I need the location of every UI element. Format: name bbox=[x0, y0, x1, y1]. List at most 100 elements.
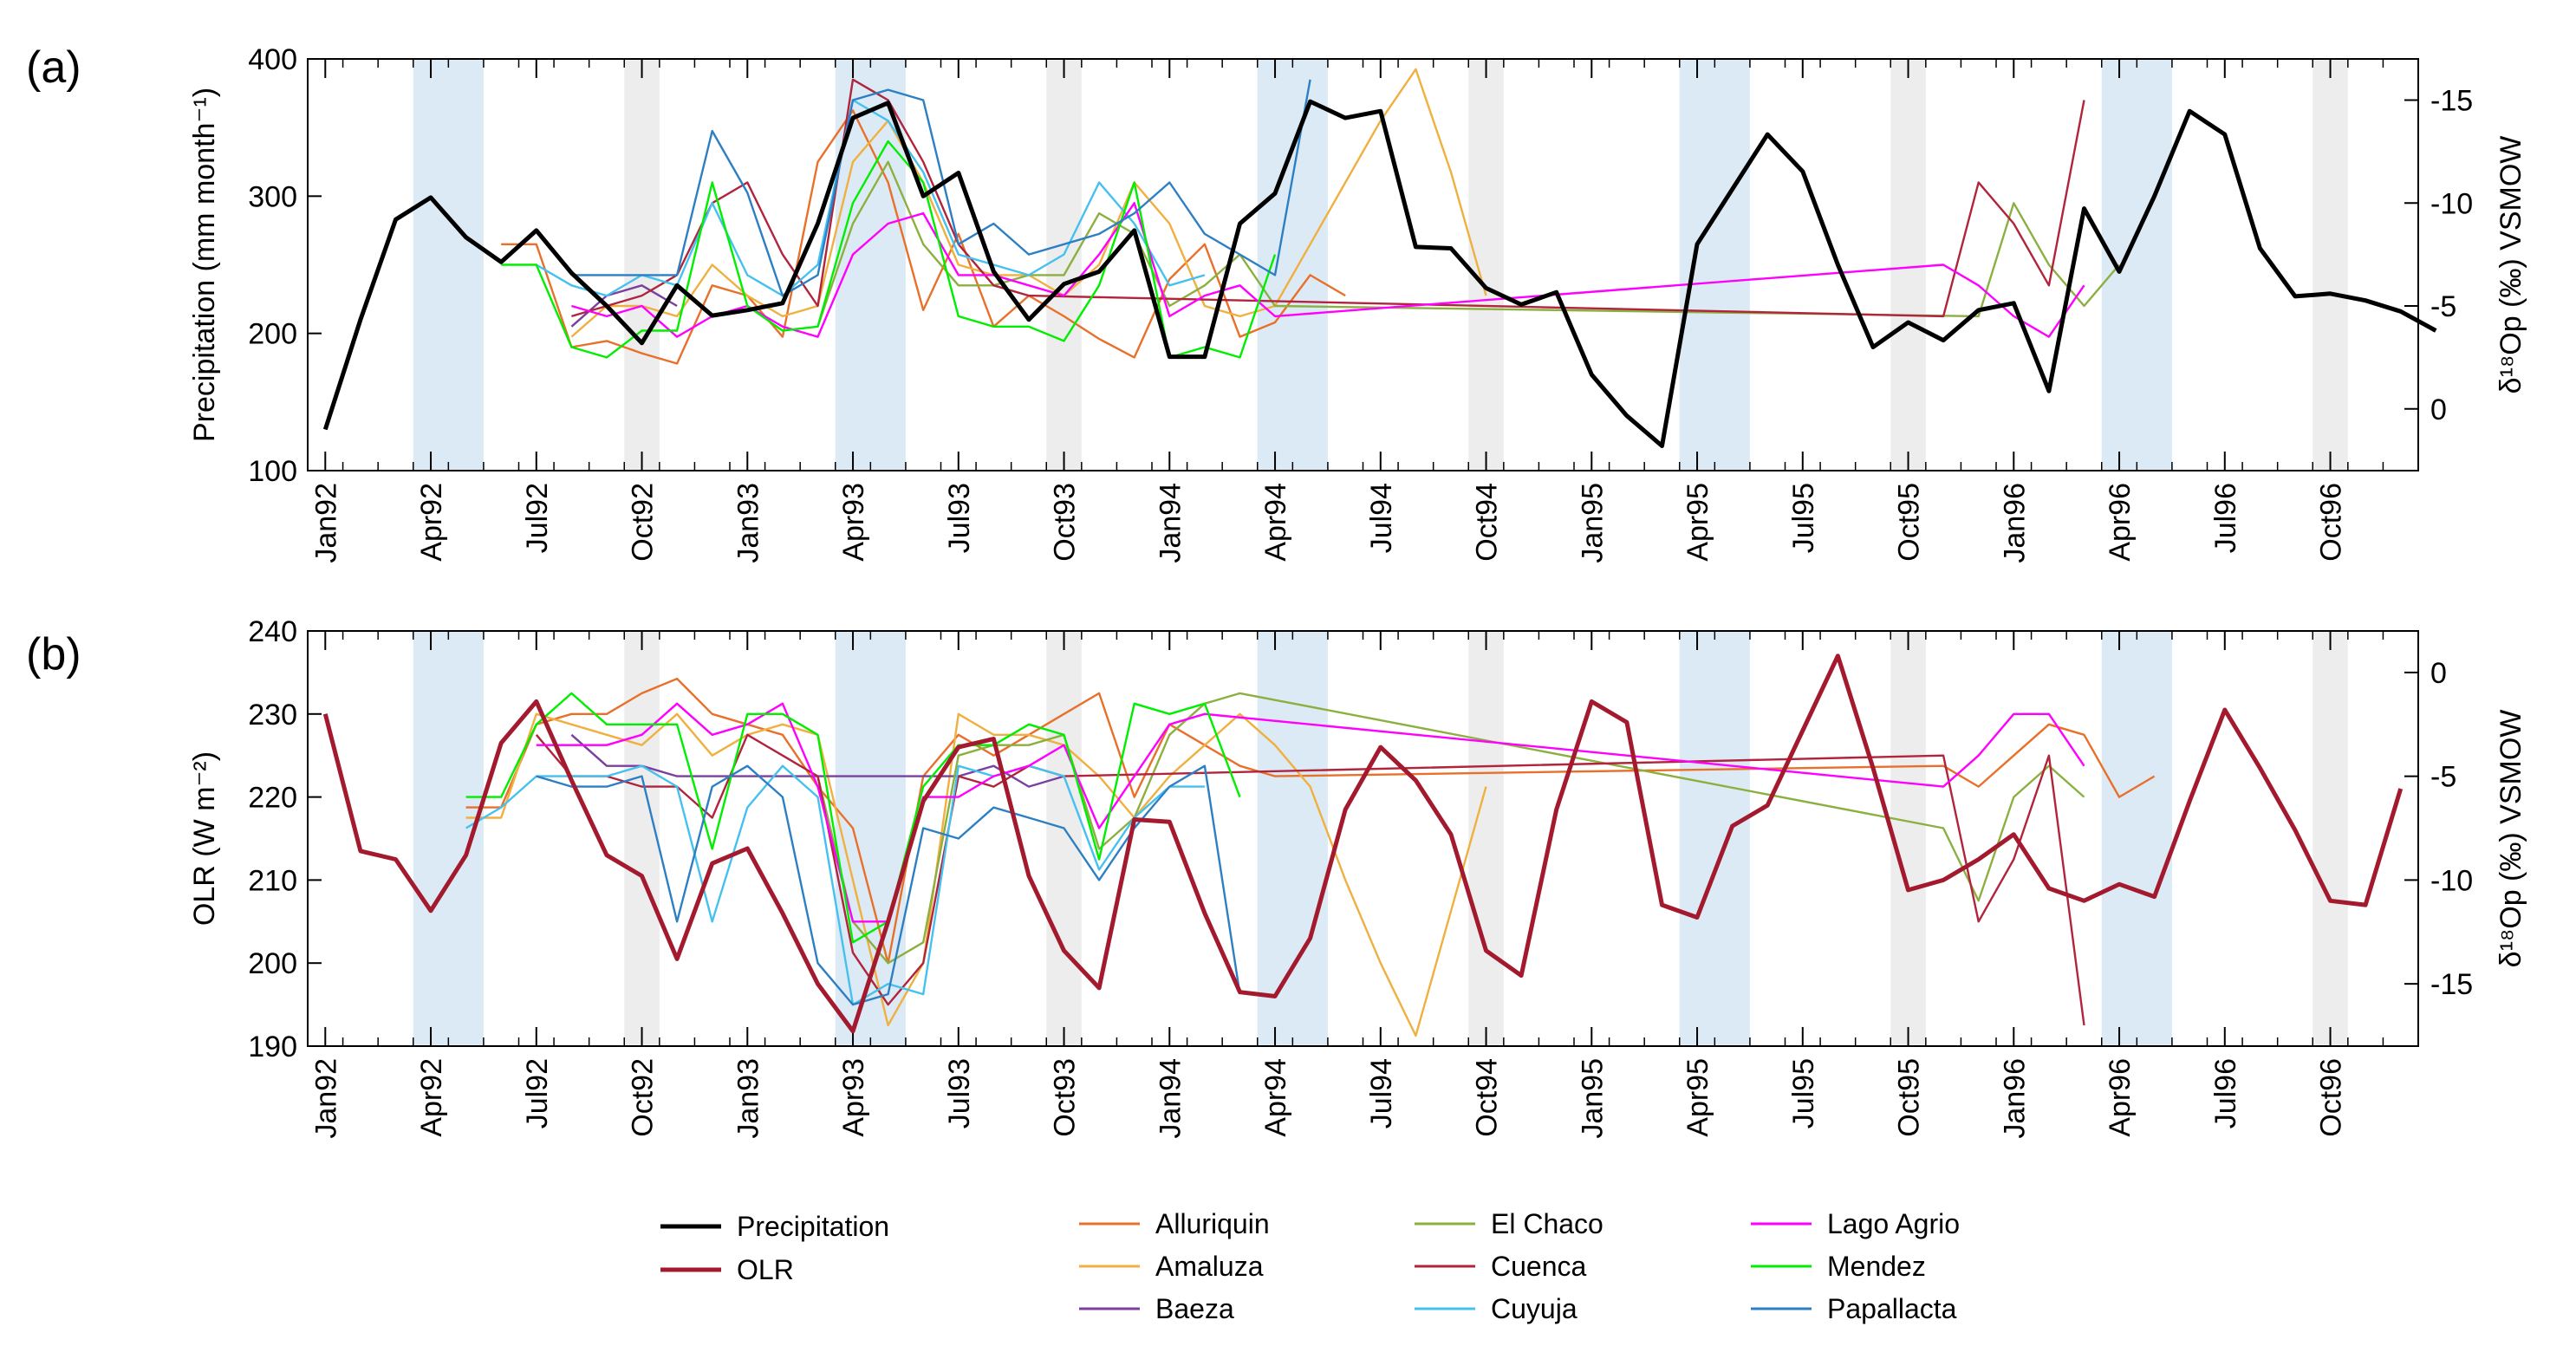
series-line-mendez bbox=[501, 140, 1277, 359]
x-tick-label: Oct96 bbox=[2315, 1058, 2348, 1137]
x-tick-label: Oct92 bbox=[627, 483, 660, 562]
y-left-axis-title: Precipitation (mm month⁻¹) bbox=[188, 88, 221, 442]
x-tick-label: Jul94 bbox=[1365, 1058, 1398, 1128]
panel-label: (a) bbox=[26, 42, 81, 93]
series-line-alluriquin bbox=[501, 109, 1346, 365]
y-left-axis-title: OLR (W m⁻²) bbox=[188, 751, 221, 926]
x-tick-label: Jul93 bbox=[943, 483, 976, 553]
dry-season-shading bbox=[1468, 631, 1504, 1046]
x-tick-label: Jul96 bbox=[2209, 483, 2242, 553]
legend-label: Lago Agrio bbox=[1827, 1208, 1960, 1239]
x-tick-label: Jan96 bbox=[1998, 483, 2031, 563]
x-tick-label: Apr93 bbox=[837, 483, 870, 562]
x-tick-label: Oct94 bbox=[1471, 483, 1504, 562]
x-tick-label: Apr94 bbox=[1259, 483, 1292, 562]
y-right-tick-label: -10 bbox=[2430, 187, 2473, 220]
x-tick-label: Oct94 bbox=[1471, 1058, 1504, 1137]
wet-season-shading bbox=[413, 59, 484, 471]
y-left-tick-label: 200 bbox=[248, 318, 297, 351]
x-tick-label: Apr92 bbox=[415, 483, 448, 562]
series-line-amaluza bbox=[465, 712, 1487, 1037]
y-right-tick-label: -15 bbox=[2430, 968, 2473, 1001]
legend-label: Papallacta bbox=[1827, 1293, 1957, 1324]
wet-season-shading bbox=[1257, 631, 1328, 1046]
legend-label: Alluriquin bbox=[1155, 1208, 1270, 1239]
panel-b: Jan92 Apr92 Jul92 Oct92 Jan93 Apr93 Jul93 Oct93… bbox=[26, 615, 2527, 1139]
legend-label: Mendez bbox=[1827, 1251, 1926, 1282]
y-left-tick-label: 100 bbox=[248, 455, 297, 488]
dry-season-shading bbox=[1046, 59, 1082, 471]
wet-season-shading bbox=[835, 631, 906, 1046]
x-tick-label: Jul96 bbox=[2209, 1058, 2242, 1128]
y-right-axis-title: δ¹⁸Op (‰) VSMOW bbox=[2495, 136, 2527, 394]
x-tick-label: Jul92 bbox=[521, 1058, 554, 1128]
y-left-tick-label: 230 bbox=[248, 699, 297, 732]
dry-season-shading bbox=[1890, 59, 1926, 471]
series-line-lago-agrio bbox=[536, 702, 2085, 923]
y-left-tick-label: 200 bbox=[248, 947, 297, 980]
dry-season-shading bbox=[2313, 631, 2348, 1046]
y-left-tick-label: 240 bbox=[248, 615, 297, 648]
x-tick-label: Apr93 bbox=[837, 1058, 870, 1137]
legend-label: Precipitation bbox=[737, 1211, 889, 1242]
dry-season-shading bbox=[624, 59, 660, 471]
x-tick-label: Apr95 bbox=[1682, 483, 1714, 562]
x-tick-label: Apr96 bbox=[2104, 483, 2137, 562]
x-tick-label: Oct95 bbox=[1893, 483, 1926, 562]
x-tick-label: Jan92 bbox=[309, 483, 342, 563]
series-line-alluriquin bbox=[465, 677, 2156, 965]
x-tick-label: Jan94 bbox=[1154, 483, 1187, 563]
x-tick-label: Jul93 bbox=[943, 1058, 976, 1128]
x-tick-label: Jan93 bbox=[732, 483, 764, 563]
series-line-papallacta bbox=[536, 764, 1241, 1006]
x-tick-label: Oct93 bbox=[1049, 483, 1082, 562]
x-tick-label: Oct96 bbox=[2315, 483, 2348, 562]
series-line-el-chaco bbox=[816, 692, 2085, 965]
series-line-mendez bbox=[465, 692, 1241, 944]
legend: Precipitation OLR Alluriquin Amaluza Baeza El… bbox=[660, 1208, 1960, 1324]
x-tick-label: Jan95 bbox=[1576, 483, 1609, 563]
x-tick-label: Jan92 bbox=[309, 1058, 342, 1139]
legend-label: Baeza bbox=[1155, 1293, 1234, 1324]
wet-season-shading bbox=[1257, 59, 1328, 471]
y-right-tick-label: -5 bbox=[2430, 761, 2456, 794]
x-tick-label: Jan94 bbox=[1154, 1058, 1187, 1139]
legend-label: Cuyuja bbox=[1491, 1293, 1577, 1324]
x-tick-label: Jul95 bbox=[1787, 483, 1820, 553]
wet-season-shading bbox=[2101, 631, 2172, 1046]
legend-label: El Chaco bbox=[1491, 1208, 1603, 1239]
x-tick-label: Jan96 bbox=[1998, 1058, 2031, 1139]
dry-season-shading bbox=[1046, 631, 1082, 1046]
x-tick-label: Jul94 bbox=[1365, 483, 1398, 553]
y-right-axis-title: δ¹⁸Op (‰) VSMOW bbox=[2495, 710, 2527, 968]
panel-a: Jan92 Apr92 Jul92 Oct92 Jan93 Apr93 Jul93 Oct93… bbox=[26, 42, 2527, 563]
x-tick-label: Oct93 bbox=[1049, 1058, 1082, 1137]
y-right-tick-label: -15 bbox=[2430, 85, 2473, 118]
legend-label: OLR bbox=[737, 1254, 794, 1285]
y-left-tick-label: 220 bbox=[248, 782, 297, 815]
dry-season-shading bbox=[1890, 631, 1926, 1046]
x-tick-label: Jul95 bbox=[1787, 1058, 1820, 1128]
series-line-cuyuja bbox=[465, 764, 1205, 1006]
legend-label: Cuenca bbox=[1491, 1251, 1587, 1282]
series-line-olr bbox=[322, 653, 2404, 1034]
x-tick-label: Apr92 bbox=[415, 1058, 448, 1137]
x-tick-label: Oct92 bbox=[627, 1058, 660, 1137]
series-line-papallacta bbox=[571, 79, 1311, 297]
y-right-tick-label: 0 bbox=[2430, 657, 2447, 690]
wet-season-shading bbox=[2101, 59, 2172, 471]
y-left-tick-label: 190 bbox=[248, 1031, 297, 1063]
y-right-tick-label: -5 bbox=[2430, 290, 2456, 323]
y-left-tick-label: 400 bbox=[248, 43, 297, 76]
wet-season-shading bbox=[1679, 59, 1750, 471]
dry-season-shading bbox=[1468, 59, 1504, 471]
y-right-tick-label: -10 bbox=[2430, 864, 2473, 897]
y-right-tick-label: 0 bbox=[2430, 393, 2447, 426]
panel-label: (b) bbox=[26, 629, 81, 680]
x-tick-label: Jul92 bbox=[521, 483, 554, 553]
y-left-tick-label: 300 bbox=[248, 180, 297, 213]
x-tick-label: Apr96 bbox=[2104, 1058, 2137, 1137]
wet-season-shading bbox=[1679, 631, 1750, 1046]
x-tick-label: Oct95 bbox=[1893, 1058, 1926, 1137]
